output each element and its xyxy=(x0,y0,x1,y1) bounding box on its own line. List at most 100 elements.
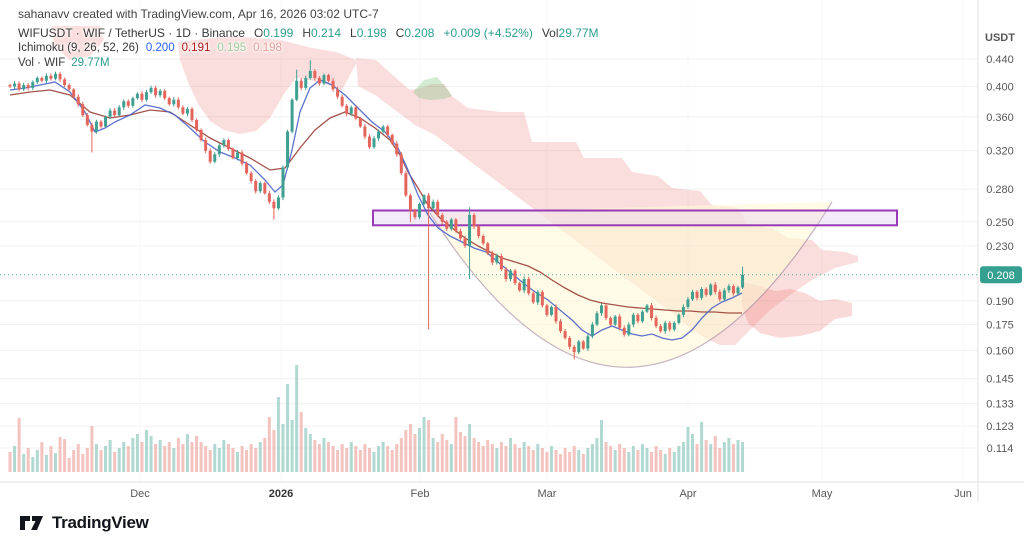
volume-bar xyxy=(94,444,98,472)
candle-body xyxy=(295,80,299,100)
candle-body xyxy=(495,256,499,263)
price-tick-label: 0.230 xyxy=(986,241,1014,253)
volume-bar xyxy=(349,442,353,472)
candle-body xyxy=(727,286,731,291)
volume-bar xyxy=(490,444,494,472)
volume-bar xyxy=(636,450,640,472)
volume-bar xyxy=(595,438,599,472)
volume-bar xyxy=(13,446,17,472)
candle-body xyxy=(204,140,208,151)
attribution-text: sahanavv created with TradingView.com, A… xyxy=(18,7,379,21)
volume-bar xyxy=(449,444,453,472)
tradingview-logo[interactable]: TradingView xyxy=(18,509,149,536)
candle-body xyxy=(731,286,735,294)
price-axis: USDT 0.440 0.400 0.360 0.320 0.280 0.250 0.230 0… xyxy=(985,32,1015,455)
candle-body xyxy=(504,269,508,279)
candle-body xyxy=(90,124,94,132)
time-axis: Dec 2026 Feb Mar Apr May Jun xyxy=(130,488,972,500)
volume-legend[interactable]: Vol · WIF 29.77M xyxy=(18,57,110,69)
candle-body xyxy=(595,313,599,325)
candle-body xyxy=(458,231,462,239)
candle-body xyxy=(104,116,108,127)
candle-body xyxy=(158,90,162,96)
candle-body xyxy=(122,101,126,108)
volume-bar xyxy=(286,384,290,472)
candle-body xyxy=(436,201,440,215)
volume-bar xyxy=(254,448,258,472)
volume-bar xyxy=(122,442,126,472)
candle-body xyxy=(267,193,271,202)
volume-bar xyxy=(645,448,649,472)
candle-body xyxy=(431,201,435,209)
volume-bar xyxy=(481,446,485,472)
volume-bar xyxy=(631,446,635,472)
volume-bar xyxy=(35,450,39,472)
volume-bar xyxy=(622,448,626,472)
volume-bar xyxy=(363,444,367,472)
candle-body xyxy=(386,126,390,135)
candle-body xyxy=(381,126,385,132)
volume-bar xyxy=(477,442,481,472)
candle-body xyxy=(44,75,48,81)
volume-bar xyxy=(581,454,585,472)
candle-body xyxy=(217,145,221,155)
candle-body xyxy=(331,80,335,90)
volume-bar xyxy=(158,440,162,472)
volume-bar xyxy=(549,446,553,472)
volume-bar xyxy=(395,444,399,472)
candle-body xyxy=(349,107,353,114)
volume-bar xyxy=(249,444,253,472)
candle-body xyxy=(213,154,217,162)
ichimoku-legend[interactable]: Ichimoku (9, 26, 52, 26) 0.200 0.191 0.195 0… xyxy=(18,42,282,54)
candle-body xyxy=(199,129,203,141)
volume-bar xyxy=(263,438,267,472)
candle-body xyxy=(577,341,581,353)
candle-body xyxy=(108,110,112,117)
symbol-info-bar[interactable]: WIFUSDT · WIF / TetherUS · 1D · Binance O… xyxy=(18,26,599,40)
candle-body xyxy=(722,290,726,300)
candle-body xyxy=(149,87,153,93)
cup-arc xyxy=(429,201,833,368)
candle-body xyxy=(281,167,285,198)
volume-bar xyxy=(172,448,176,472)
candle-body xyxy=(299,80,303,88)
ichimoku-leading-a-value: 0.195 xyxy=(217,42,247,54)
candle-body xyxy=(677,314,681,323)
price-tick-label: 0.440 xyxy=(986,54,1014,66)
candle-body xyxy=(63,79,67,86)
volume-bar xyxy=(290,420,294,472)
candle-body xyxy=(40,77,44,81)
volume-bar xyxy=(499,442,503,472)
ohlc-high: H0.214 xyxy=(302,26,342,40)
candle-body xyxy=(454,219,458,232)
volume-bar xyxy=(495,448,499,472)
volume-bar xyxy=(145,430,148,472)
candle-body xyxy=(190,108,194,121)
price-tick-label: 0.160 xyxy=(986,345,1014,357)
volume-bar xyxy=(713,436,717,472)
price-tick-label: 0.190 xyxy=(986,296,1014,308)
volume-bar xyxy=(199,442,203,472)
volume-bar xyxy=(650,452,654,472)
candle-body xyxy=(358,118,362,127)
volume-bar xyxy=(67,458,71,472)
volume-bar xyxy=(336,450,340,472)
volume-bar xyxy=(554,450,558,472)
volume-bar xyxy=(659,450,663,472)
candle-body xyxy=(736,287,740,294)
candle-body xyxy=(35,77,39,83)
candle-body xyxy=(622,327,626,335)
candle-body xyxy=(408,195,412,211)
candle-body xyxy=(440,214,444,222)
price-tick-label: 0.320 xyxy=(986,146,1014,158)
volume-bar xyxy=(463,436,467,472)
last-price-badge: 0.208 xyxy=(980,266,1022,284)
volume-bar xyxy=(276,397,280,472)
candle-body xyxy=(472,214,476,227)
candle-body xyxy=(145,92,148,100)
candle-body xyxy=(354,107,358,119)
candle-body xyxy=(308,71,312,78)
volume-bar xyxy=(372,452,376,472)
